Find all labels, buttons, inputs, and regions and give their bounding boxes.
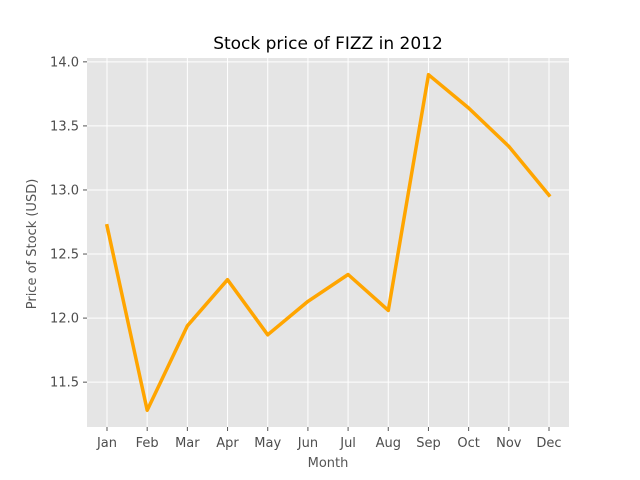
x-tick-label: Apr bbox=[216, 436, 239, 451]
series-layer bbox=[104, 72, 552, 413]
x-tick-label: Aug bbox=[376, 436, 401, 451]
data-point bbox=[427, 73, 430, 77]
x-axis-ticks: Jan Feb Mar Apr May Jun Jul Aug Sep Oct Nov Dec bbox=[96, 427, 562, 451]
data-point bbox=[467, 106, 471, 110]
x-tick-label: Sep bbox=[416, 436, 441, 451]
y-tick-label: 11.5 bbox=[50, 376, 79, 391]
data-point bbox=[185, 324, 189, 328]
data-point bbox=[145, 408, 149, 412]
data-point bbox=[386, 308, 390, 312]
x-tick-label: Jun bbox=[297, 436, 318, 451]
data-point bbox=[547, 193, 551, 197]
data-point bbox=[266, 333, 270, 337]
x-tick-label: May bbox=[254, 436, 281, 451]
x-tick-label: Dec bbox=[536, 436, 561, 451]
x-tick-label: Nov bbox=[496, 436, 522, 451]
y-tick-label: 13.0 bbox=[50, 183, 79, 198]
x-tick-label: Jul bbox=[339, 436, 356, 451]
data-point bbox=[346, 273, 350, 276]
series-line bbox=[104, 72, 552, 413]
data-point bbox=[507, 144, 511, 148]
data-point bbox=[105, 224, 109, 228]
y-tick-label: 12.0 bbox=[50, 312, 79, 327]
y-axis-ticks: 11.5 12.0 12.5 13.0 13.5 14.0 bbox=[50, 55, 87, 391]
y-tick-label: 13.5 bbox=[50, 119, 79, 134]
y-axis-label: Price of Stock (USD) bbox=[25, 179, 40, 310]
x-tick-label: Mar bbox=[175, 436, 200, 451]
data-point bbox=[306, 299, 310, 303]
x-axis-label: Month bbox=[308, 456, 349, 471]
chart-title: Stock price of FIZZ in 2012 bbox=[213, 34, 443, 54]
y-tick-label: 12.5 bbox=[50, 248, 79, 263]
x-tick-label: Jan bbox=[96, 436, 117, 451]
grid-lines bbox=[87, 58, 569, 427]
data-point bbox=[226, 278, 229, 282]
x-tick-label: Feb bbox=[136, 436, 159, 451]
plot-area bbox=[87, 58, 569, 427]
x-tick-label: Oct bbox=[457, 436, 479, 451]
y-tick-label: 14.0 bbox=[50, 55, 79, 70]
